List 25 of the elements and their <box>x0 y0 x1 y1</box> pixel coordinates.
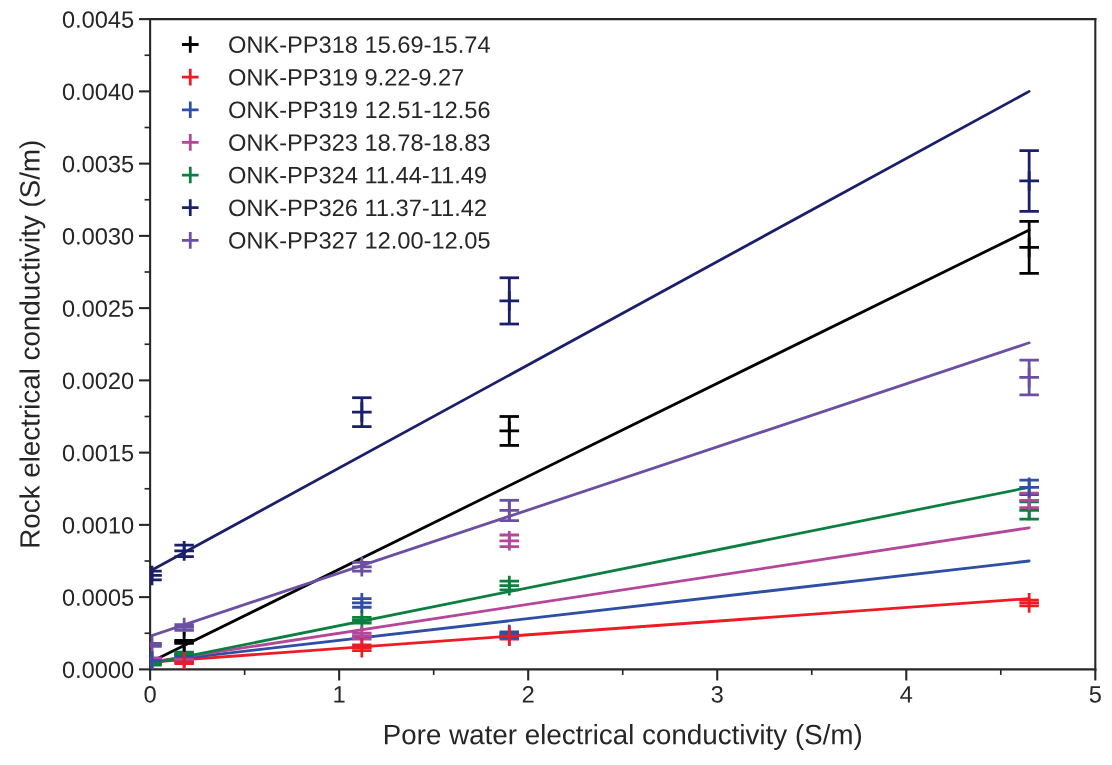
legend-label: ONK-PP319 12.51-12.56 <box>229 101 490 119</box>
x-tick-label: 4 <box>900 686 913 703</box>
legend-label: ONK-PP323 18.78-18.83 <box>229 134 490 151</box>
y-tick-label: 0.0035 <box>62 155 134 173</box>
x-tick-label: 1 <box>334 686 345 703</box>
x-tick-label: 3 <box>711 685 723 703</box>
y-tick-label: 0.0000 <box>62 661 134 679</box>
x-tick-label: 0 <box>144 685 156 703</box>
y-tick-label: 0.0025 <box>62 300 134 317</box>
x-tick-label: 5 <box>1089 686 1101 703</box>
x-axis-title: Pore water electrical conductivity (S/m) <box>384 724 862 750</box>
legend-label: ONK-PP318 15.69-15.74 <box>229 36 490 53</box>
y-tick-label: 0.0005 <box>62 589 134 606</box>
legend-label: ONK-PP319 9.22-9.27 <box>229 68 464 86</box>
y-axis-title: Rock electrical conductivity (S/m) <box>19 141 46 547</box>
legend-label: ONK-PP327 12.00-12.05 <box>229 232 490 249</box>
y-tick-label: 0.0045 <box>62 11 134 28</box>
y-tick-label: 0.0010 <box>62 516 134 534</box>
y-tick-label: 0.0040 <box>62 83 134 101</box>
legend-label: ONK-PP326 11.37-11.42 <box>229 199 486 217</box>
y-tick-label: 0.0020 <box>62 372 134 390</box>
legend-label: ONK-PP324 11.44-11.49 <box>229 166 486 184</box>
y-tick-label: 0.0015 <box>62 444 134 462</box>
x-tick-label: 2 <box>522 685 534 703</box>
y-tick-label: 0.0030 <box>62 227 134 245</box>
